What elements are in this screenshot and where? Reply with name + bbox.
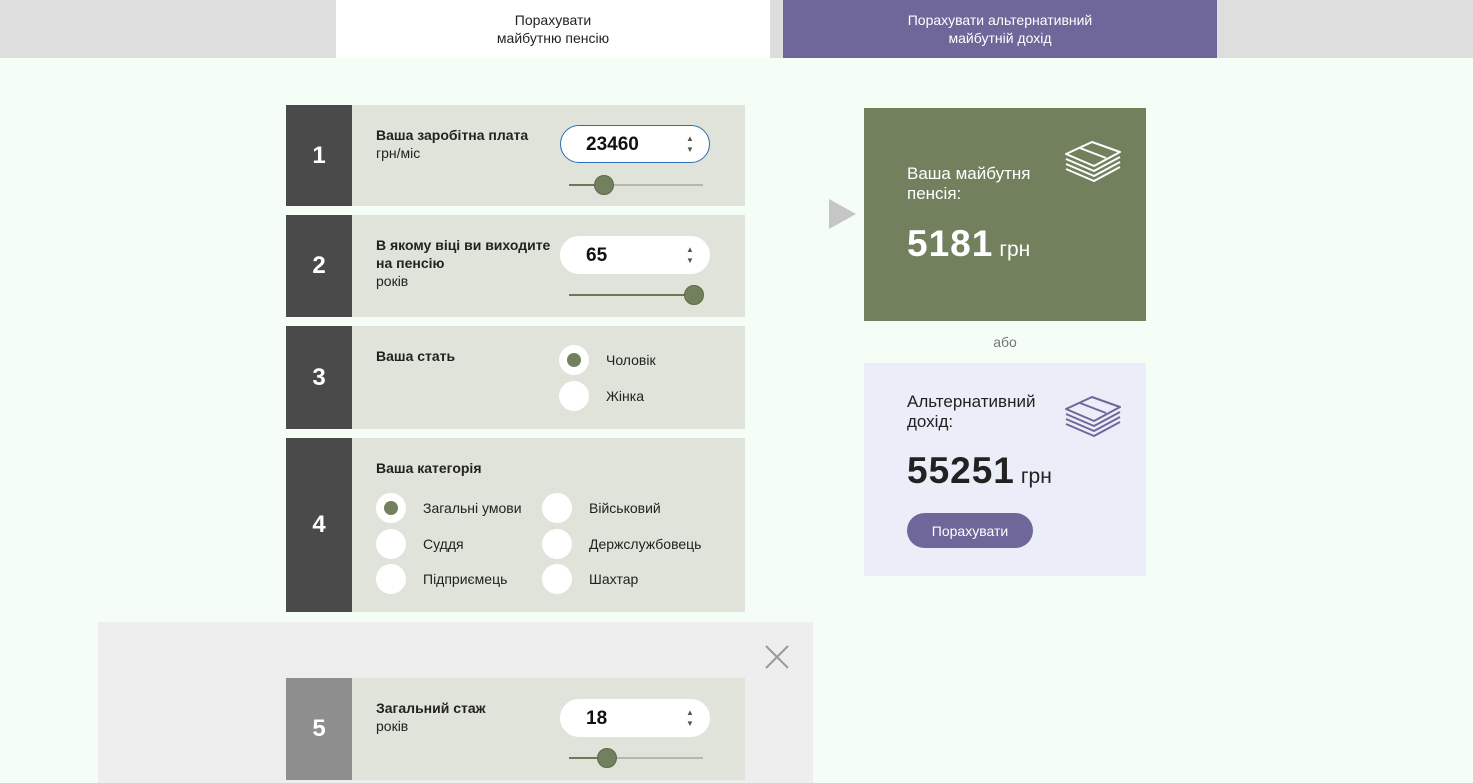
retirement-age-unit: років (376, 273, 409, 289)
radio-button[interactable] (559, 381, 589, 411)
category-option-label: Шахтар (589, 571, 639, 587)
salary-stepper[interactable]: ▲ ▼ (686, 134, 694, 154)
alternative-title: Альтернативний дохід: (907, 392, 1036, 431)
money-stack-icon (1065, 396, 1121, 437)
category-option-civil-servant[interactable]: Держслужбовець (542, 529, 701, 559)
step-retirement-age: 2 В якому віці ви виходите на пенсію рок… (286, 215, 745, 317)
pension-amount: 5181 (907, 223, 994, 264)
radio-button[interactable] (542, 564, 572, 594)
category-label: Ваша категорія (376, 459, 482, 477)
retirement-age-title: В якому віці ви виходите на пенсію (376, 237, 551, 271)
salary-unit: грн/міс (376, 145, 421, 161)
calculate-button[interactable]: Порахувати (907, 513, 1033, 548)
category-option-military[interactable]: Військовий (542, 493, 661, 523)
gender-title: Ваша стать (376, 348, 456, 364)
category-option-miner[interactable]: Шахтар (542, 564, 638, 594)
or-separator: або (993, 334, 1017, 350)
retirement-age-value: 65 (586, 245, 608, 266)
experience-slider[interactable] (569, 747, 703, 769)
tab-future-pension[interactable]: Порахувати майбутню пенсію (336, 0, 770, 58)
experience-value: 18 (586, 708, 608, 729)
category-option-general[interactable]: Загальні умови (376, 493, 522, 523)
category-title: Ваша категорія (376, 460, 482, 476)
salary-label: Ваша заробітна плата грн/міс (376, 126, 528, 162)
category-option-label: Суддя (423, 536, 464, 552)
retirement-age-slider[interactable] (569, 284, 704, 306)
step-number: 3 (286, 326, 352, 429)
radio-button[interactable] (542, 529, 572, 559)
gender-option-female[interactable]: Жінка (559, 381, 644, 411)
alternative-amount-row: 55251 грн (907, 450, 1052, 492)
step-number: 1 (286, 105, 352, 206)
money-stack-icon (1065, 141, 1121, 182)
radio-button[interactable] (559, 345, 589, 375)
category-option-label: Держслужбовець (589, 536, 702, 552)
step-number: 5 (286, 678, 352, 780)
alternative-currency: грн (1020, 465, 1052, 488)
retirement-age-stepper[interactable]: ▲ ▼ (686, 245, 694, 265)
experience-slider-thumb[interactable] (596, 748, 617, 768)
retirement-age-label: В якому віці ви виходите на пенсію років (376, 236, 556, 290)
category-option-entrepreneur[interactable]: Підприємець (376, 564, 507, 594)
retirement-age-slider-thumb[interactable] (683, 285, 704, 305)
step-salary: 1 Ваша заробітна плата грн/міс 23460 ▲ ▼ (286, 105, 745, 206)
category-option-label: Військовий (589, 500, 661, 516)
tab-alternative-income[interactable]: Порахувати альтернативний майбутній дохі… (783, 0, 1217, 58)
gender-option-label: Жінка (606, 388, 644, 404)
radio-button[interactable] (376, 564, 406, 594)
step-category: 4 Ваша категорія Загальні умови Військов… (286, 438, 745, 612)
salary-slider[interactable] (569, 174, 703, 196)
pension-amount-row: 5181 грн (907, 223, 1030, 265)
step-number: 2 (286, 215, 352, 317)
category-option-label: Загальні умови (423, 500, 522, 516)
pension-result-card: Ваша майбутня пенсія: 5181 грн (864, 108, 1146, 321)
radio-button[interactable] (542, 493, 572, 523)
close-icon[interactable] (762, 642, 792, 672)
category-option-label: Підприємець (423, 571, 508, 587)
salary-input[interactable]: 23460 ▲ ▼ (560, 125, 710, 163)
experience-stepper[interactable]: ▲ ▼ (686, 708, 694, 728)
gender-option-label: Чоловік (606, 352, 656, 368)
top-tab-bar: Порахувати майбутню пенсію Порахувати ал… (0, 0, 1473, 58)
gender-option-male[interactable]: Чоловік (559, 345, 656, 375)
step-gender: 3 Ваша стать Чоловік Жінка (286, 326, 745, 429)
alternative-result-card: Альтернативний дохід: 55251 грн Порахуват… (864, 363, 1146, 576)
radio-button[interactable] (376, 493, 406, 523)
experience-input[interactable]: 18 ▲ ▼ (560, 699, 710, 737)
step-number: 4 (286, 438, 352, 612)
experience-label: Загальний стаж років (376, 699, 486, 735)
radio-button[interactable] (376, 529, 406, 559)
salary-title: Ваша заробітна плата (376, 127, 529, 143)
category-option-judge[interactable]: Суддя (376, 529, 464, 559)
gender-label: Ваша стать (376, 347, 455, 365)
alternative-amount: 55251 (907, 450, 1015, 491)
experience-title: Загальний стаж (376, 700, 486, 716)
pension-currency: грн (999, 238, 1031, 261)
step-experience: 5 Загальний стаж років 18 ▲ ▼ (286, 678, 745, 780)
arrow-right-icon (829, 199, 856, 229)
retirement-age-input[interactable]: 65 ▲ ▼ (560, 236, 710, 274)
experience-unit: років (376, 718, 409, 734)
salary-slider-thumb[interactable] (593, 175, 614, 195)
salary-value: 23460 (586, 134, 639, 155)
pension-title: Ваша майбутня пенсія: (907, 164, 1031, 203)
